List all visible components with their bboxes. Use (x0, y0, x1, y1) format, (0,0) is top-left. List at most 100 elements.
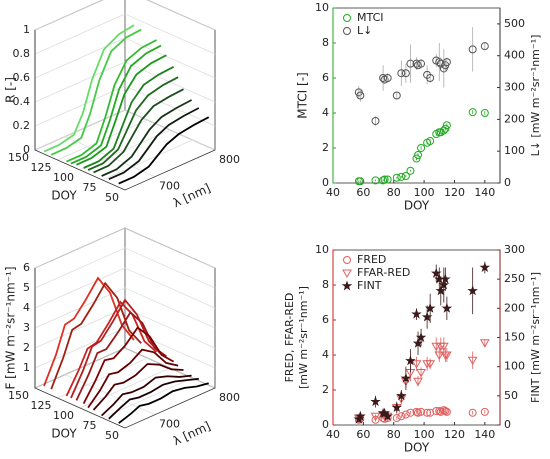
curve (118, 382, 209, 424)
z-tick-label: 3 (23, 321, 30, 334)
doy-tick-label: 75 (83, 419, 97, 432)
point (467, 285, 478, 296)
x-tick-label: 140 (474, 428, 495, 441)
legend-marker (341, 280, 353, 291)
doy-tick-label: 100 (53, 171, 74, 184)
point (392, 173, 401, 182)
point (356, 91, 365, 100)
grid-line (34, 109, 126, 151)
curve (65, 300, 158, 397)
grid-line (124, 85, 216, 127)
legend-label: L↓ (357, 24, 372, 37)
curve (70, 44, 162, 165)
y-tick-label: 4 (322, 106, 329, 119)
axis (124, 387, 216, 429)
x-tick-label: 40 (326, 186, 340, 199)
point (406, 59, 415, 68)
point (438, 279, 450, 290)
legend-marker (343, 14, 351, 22)
grid-line (124, 267, 216, 309)
y-axis-label: FRED, FFAR-RED (283, 293, 296, 383)
point (424, 302, 436, 313)
legend-label: MTCI (357, 11, 384, 24)
x-tick-label: 100 (414, 428, 435, 441)
curve (118, 116, 210, 185)
point (400, 372, 412, 383)
y-tick-label: 0 (322, 418, 329, 431)
grid-line (34, 61, 126, 103)
z-axis-label: R [-] (4, 77, 18, 103)
curve (43, 24, 135, 153)
y2-tick-label: 0 (504, 418, 511, 431)
point (426, 74, 435, 82)
x-tick-label: 800 (219, 391, 240, 404)
grid-line (146, 0, 216, 31)
grid-line (124, 13, 216, 55)
point (371, 116, 380, 125)
point (468, 45, 477, 54)
y2-tick-label: 250 (504, 272, 525, 285)
y-tick-label: 2 (322, 141, 329, 154)
grid-line (34, 85, 126, 127)
curve (92, 363, 184, 411)
point (432, 407, 441, 415)
point (479, 261, 491, 272)
point (441, 302, 453, 313)
z-tick-label: 0.6 (13, 71, 31, 84)
y2-tick-label: 50 (504, 389, 518, 402)
y-tick-label: 6 (322, 313, 329, 326)
y2-tick-label: 300 (504, 81, 525, 94)
point (406, 408, 415, 417)
x-tick-label: 80 (387, 428, 401, 441)
point (435, 407, 444, 415)
y-tick-label: 6 (322, 71, 329, 84)
point (442, 121, 451, 130)
y-axis-label: MTCI [-] (296, 72, 310, 118)
z-tick-label: 4 (23, 301, 30, 314)
point (480, 407, 489, 416)
point (417, 144, 426, 152)
point (414, 151, 423, 159)
curve (76, 54, 167, 166)
grid-line (124, 307, 216, 349)
z-tick-label: 0.8 (13, 47, 31, 60)
point (413, 377, 423, 387)
axis (34, 149, 126, 191)
y2-tick-label: 100 (504, 360, 525, 373)
point (392, 91, 401, 100)
point (425, 360, 436, 369)
doy-tick-label: 100 (53, 409, 74, 422)
point (442, 407, 451, 416)
grid-line (124, 247, 216, 289)
grid-line (57, 357, 148, 399)
grid-line (34, 247, 126, 289)
curve (75, 311, 167, 401)
grid-line (34, 227, 126, 269)
grid-line (34, 13, 126, 55)
axis (34, 387, 126, 429)
x-tick-label: 700 (159, 180, 180, 193)
curve (108, 107, 200, 181)
y-tick-label: 8 (322, 36, 329, 49)
x-tick-label: 120 (444, 428, 465, 441)
x-axis-label: DOY (404, 199, 430, 213)
point (383, 175, 392, 184)
legend-label: FRED (357, 253, 386, 266)
y2-axis-label: L↓ [mW m⁻²sr⁻¹nm⁻¹] (529, 35, 542, 157)
point (401, 410, 410, 419)
point (426, 408, 435, 417)
doy-tick-label: 50 (105, 429, 119, 442)
y2-tick-label: 150 (504, 331, 525, 344)
x-tick-label: 140 (474, 186, 495, 199)
legend-marker (342, 269, 352, 279)
x-tick-label: 60 (356, 428, 370, 441)
y2-axis-label: FINT [mW m⁻²sr⁻¹nm⁻¹] (529, 272, 542, 403)
point (438, 342, 449, 352)
axis (124, 149, 216, 191)
point (406, 166, 415, 175)
point (380, 175, 389, 184)
x-tick-label: 120 (444, 186, 465, 199)
grid-line (34, 327, 126, 369)
grid-line (79, 367, 171, 409)
